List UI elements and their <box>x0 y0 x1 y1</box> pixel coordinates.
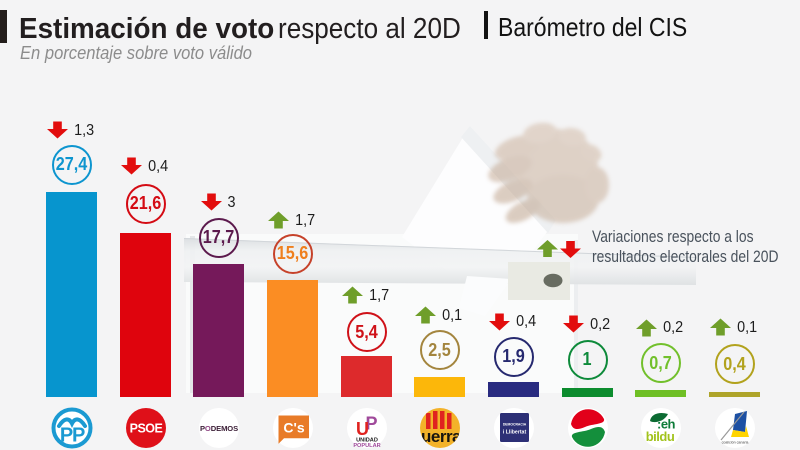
svg-text:UNIDAD: UNIDAD <box>356 438 378 444</box>
svg-text:uerra: uerra <box>420 427 461 446</box>
svg-text:bildu: bildu <box>645 429 674 444</box>
svg-text:PSOE: PSOE <box>129 422 162 436</box>
svg-text:P: P <box>365 414 377 434</box>
svg-text:coalición canaria: coalición canaria <box>721 441 748 445</box>
svg-text:POPULAR: POPULAR <box>353 443 380 449</box>
svg-text::eh: :eh <box>657 417 676 432</box>
svg-text:DEMOCRACIA: DEMOCRACIA <box>502 423 526 427</box>
svg-text:i Llibertat: i Llibertat <box>502 430 526 436</box>
svg-text:C's: C's <box>283 420 304 436</box>
svg-text:U: U <box>356 419 369 439</box>
svg-text:PP: PP <box>59 425 84 447</box>
svg-text:PODEMOS: PODEMOS <box>199 424 237 433</box>
